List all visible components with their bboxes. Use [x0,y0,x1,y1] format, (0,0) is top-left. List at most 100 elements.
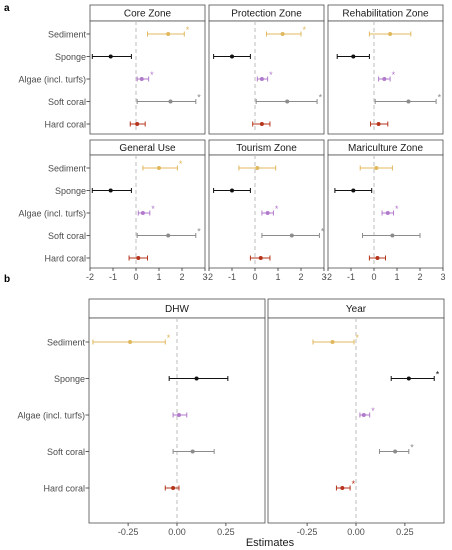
panel-year-hard-coral-point [340,486,345,490]
panel-general-use-tick-label: 0 [133,272,138,282]
panel-year-sponge-point [406,376,411,381]
panel-tourism-zone-sponge-point [230,188,234,193]
panel-rehabilitation-zone-soft-coral-point [406,99,411,104]
panel-core-zone-sponge-point [108,54,113,59]
panel-year-sponge-significance-star: * [436,370,440,380]
panel-mariculture-zone-tick-label: -2 [324,272,332,282]
panel-protection-zone-frame [208,20,325,135]
panel-dhw-sediment-significance-star: * [167,333,171,343]
panel-tourism-zone-title: Tourism Zone [236,143,297,154]
panel-a-row1-category-algae-incl-turfs: Algae (incl. turfs) [18,75,86,85]
panel-rehabilitation-zone-sponge-point [351,54,356,59]
panel-a-row1-category-sediment: Sediment [48,30,87,40]
panel-general-use-sediment-point [157,166,161,170]
panel-core-zone-sediment-significance-star: * [186,25,190,35]
panel-core-zone-algae-incl-turfs-point [139,77,144,81]
panel-core-zone-title: Core Zone [124,9,172,20]
panel-mariculture-zone-algae-incl-turfs-significance-star: * [395,204,399,214]
panel-protection-zone-sediment-significance-star: * [303,25,307,35]
x-axis-title: Estimates [246,537,295,549]
panel-dhw-tick-label: 0.00 [168,527,186,537]
panel-tourism-zone-tick-label: 3 [321,272,326,282]
panel-core-zone-soft-coral-point [168,99,173,104]
panel-b-category-sponge: Sponge [54,374,85,384]
panel-a-row2-category-sediment: Sediment [48,164,87,174]
panel-mariculture-zone-soft-coral-point [390,233,395,238]
panel-general-use-tick-label: 3 [202,272,207,282]
panel-year-algae-incl-turfs-significance-star: * [371,406,375,416]
panel-general-use-frame [89,154,206,269]
panel-dhw-algae-incl-turfs-point [176,413,181,417]
panel-year-tick-label: -0.25 [297,527,318,537]
panel-tourism-zone-tick-label: -2 [205,272,213,282]
panel-general-use-soft-coral-point [166,233,171,238]
panel-a: Sediment Sponge Algae (incl. turfs) Soft co… [18,4,446,282]
panel-general-use-algae-incl-turfs-significance-star: * [151,204,155,214]
panel-core-zone-hard-coral-point [135,122,140,126]
panel-dhw-hard-coral-point [171,486,176,490]
panel-general-use-sediment-significance-star: * [179,159,183,169]
panel-year-title: Year [346,304,367,315]
panel-general-use-soft-coral-significance-star: * [197,227,201,237]
panel-general-use-tick-label: -2 [86,272,94,282]
panel-a-row2-category-sponge: Sponge [55,186,86,196]
panel-mariculture-zone-hard-coral-point [375,256,380,260]
panel-protection-zone-soft-coral-significance-star: * [319,93,323,103]
panel-tourism-zone-tick-label: 0 [252,272,257,282]
panel-general-use-tick-label: -1 [109,272,117,282]
panel-general-use-algae-incl-turfs-point [140,211,145,215]
panel-b-category-sediment: Sediment [47,338,86,348]
panel-general-use-title: General Use [119,143,176,154]
panel-core-zone-sediment-point [166,32,171,36]
panel-year-hard-coral-significance-star: * [352,479,356,489]
panel-dhw-sediment-point [128,340,133,344]
panel-tourism-zone-sediment-point [255,166,260,170]
panel-mariculture-zone-sediment-point [374,166,379,170]
panel-tourism-zone-hard-coral-point [258,256,263,260]
panel-general-use-hard-coral-point [136,256,141,260]
panel-b: Sediment Sponge Algae (incl. turfs) Soft co… [17,298,445,537]
panel-a-letter: a [4,3,10,14]
panel-dhw-sponge-point [194,376,199,381]
panel-a-row2-category-hard-coral: Hard coral [44,254,86,264]
panel-dhw-soft-coral-point [190,449,195,454]
panel-rehabilitation-zone-algae-incl-turfs-point [382,77,387,81]
panel-a-row1-category-soft-coral: Soft coral [48,97,86,107]
panel-b-category-algae-incl-turfs: Algae (incl. turfs) [17,411,85,421]
panel-dhw-tick-label: -0.25 [118,527,139,537]
panel-year-tick-label: 0.25 [396,527,414,537]
panel-dhw-tick-label: 0.25 [217,527,235,537]
panel-a-row2-category-algae-incl-turfs: Algae (incl. turfs) [18,209,86,219]
panel-a-row1-category-sponge: Sponge [55,52,86,62]
panel-tourism-zone-tick-label: -1 [228,272,236,282]
panel-core-zone-frame [89,20,206,135]
panel-tourism-zone-tick-label: 1 [275,272,280,282]
panel-b-letter: b [4,274,10,285]
panel-tourism-zone-algae-incl-turfs-significance-star: * [275,204,279,214]
panel-mariculture-zone-tick-label: 0 [371,272,376,282]
panel-general-use-sponge-point [108,188,113,193]
panel-protection-zone-sponge-point [230,54,234,59]
panel-dhw-title: DHW [165,304,189,315]
panel-rehabilitation-zone-algae-incl-turfs-significance-star: * [392,70,396,80]
panel-rehabilitation-zone-sediment-point [388,32,393,36]
panel-core-zone-soft-coral-significance-star: * [197,93,201,103]
panel-a-row2-category-soft-coral: Soft coral [48,231,86,241]
panel-mariculture-zone-tick-label: 3 [440,272,445,282]
panel-tourism-zone-algae-incl-turfs-point [265,211,270,215]
panel-protection-zone-hard-coral-point [259,122,264,126]
panel-mariculture-zone-algae-incl-turfs-point [385,211,390,215]
panel-general-use-tick-label: 1 [156,272,161,282]
panel-rehabilitation-zone-title: Rehabilitation Zone [342,9,429,20]
panel-year-sediment-significance-star: * [356,333,360,343]
panel-protection-zone-algae-incl-turfs-point [259,77,264,81]
panel-core-zone-algae-incl-turfs-significance-star: * [150,70,154,80]
panel-year-algae-incl-turfs-point [361,413,366,417]
panel-tourism-zone-tick-label: 2 [298,272,303,282]
panel-general-use-tick-label: 2 [179,272,184,282]
panel-tourism-zone-soft-coral-point [289,233,294,238]
panel-rehabilitation-zone-hard-coral-point [376,122,381,126]
panel-mariculture-zone-title: Mariculture Zone [348,143,423,154]
panel-b-category-soft-coral: Soft coral [47,447,85,457]
panel-year-tick-label: 0.00 [347,527,365,537]
